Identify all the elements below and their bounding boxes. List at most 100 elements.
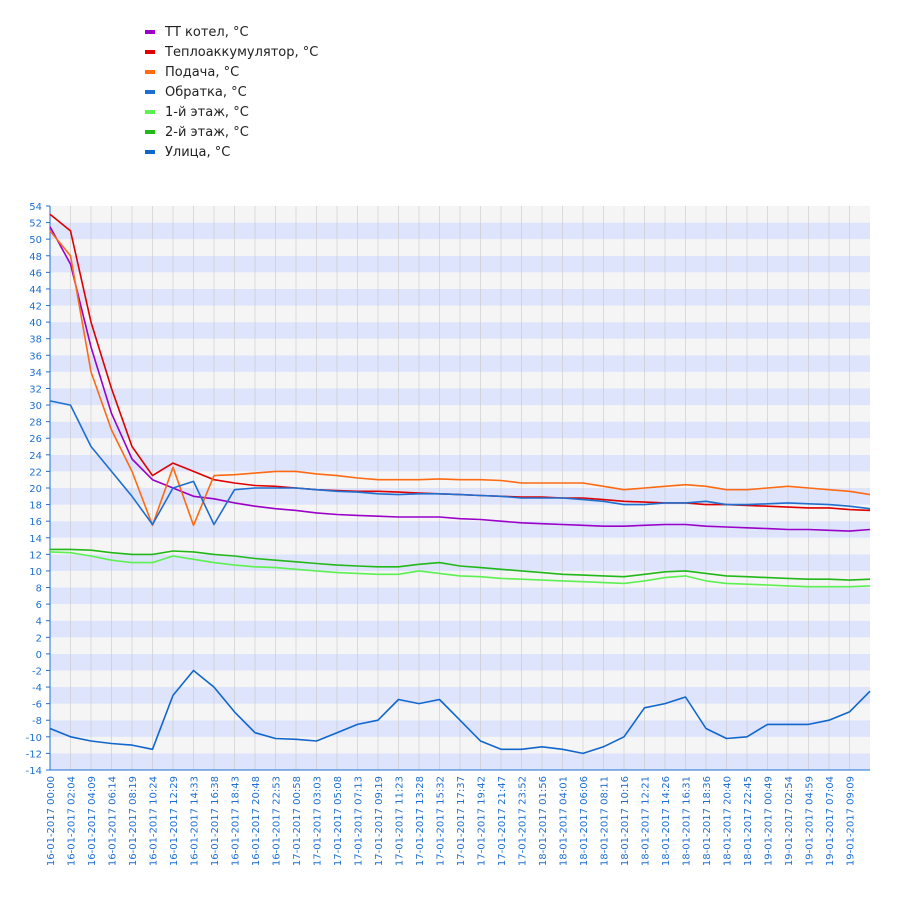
y-tick-label: -10 — [26, 733, 42, 744]
y-tick-label: 30 — [29, 401, 42, 412]
y-tick-label: 52 — [29, 219, 42, 230]
series-line-0 — [49, 226, 871, 532]
x-tick-label: 18-01-2017 06:06 — [579, 776, 590, 866]
y-tick-label: 14 — [29, 534, 42, 545]
y-tick-label: 10 — [29, 567, 42, 578]
legend-label: Обратка, °C — [165, 84, 247, 100]
x-tick-label: 16-01-2017 10:24 — [149, 776, 160, 866]
x-tick-label: 19-01-2017 00:49 — [764, 776, 775, 866]
y-tick-label: 50 — [29, 235, 42, 246]
x-tick-label: 18-01-2017 22:45 — [743, 776, 754, 866]
x-tick-label: 16-01-2017 00:00 — [46, 776, 57, 866]
x-tick-label: 16-01-2017 02:04 — [67, 776, 78, 866]
y-tick-label: 26 — [29, 434, 42, 445]
x-tick-label: 17-01-2017 09:19 — [374, 776, 385, 866]
x-tick-label: 18-01-2017 08:11 — [600, 776, 611, 866]
legend-swatch — [145, 90, 155, 94]
x-tick-label: 16-01-2017 22:53 — [272, 776, 283, 866]
y-tick-labels: -14-12-10-8-6-4-202468101214161820222426… — [26, 202, 50, 777]
x-tick-label: 17-01-2017 07:13 — [354, 776, 365, 866]
y-tick-label: 44 — [29, 285, 42, 296]
x-tick-label: 16-01-2017 04:09 — [87, 776, 98, 866]
series-lines — [49, 213, 871, 755]
x-tick-label: 17-01-2017 00:58 — [292, 776, 303, 866]
series-line-2 — [49, 230, 871, 527]
x-tick-label: 19-01-2017 04:59 — [805, 776, 816, 866]
legend-swatch — [145, 130, 155, 134]
y-tick-label: 12 — [29, 550, 42, 561]
legend-label: 1-й этаж, °C — [165, 104, 249, 120]
y-tick-label: 36 — [29, 351, 42, 362]
series-line-3 — [49, 400, 871, 526]
x-tick-label: 17-01-2017 19:42 — [477, 776, 488, 866]
x-tick-label: 16-01-2017 06:14 — [108, 776, 119, 866]
x-tick-label: 18-01-2017 04:01 — [559, 776, 570, 866]
legend-item: 2-й этаж, °C — [145, 122, 318, 142]
y-tick-label: 54 — [29, 202, 42, 213]
legend-label: Подача, °C — [165, 64, 240, 80]
x-tick-label: 17-01-2017 17:37 — [456, 776, 467, 866]
y-tick-label: 48 — [29, 252, 42, 263]
x-tick-label: 17-01-2017 23:52 — [518, 776, 529, 866]
x-tick-label: 19-01-2017 07:04 — [825, 776, 836, 866]
legend-item: Улица, °C — [145, 142, 318, 162]
y-tick-label: 18 — [29, 501, 42, 512]
x-tick-label: 17-01-2017 03:03 — [313, 776, 324, 866]
y-tick-label: 34 — [29, 368, 42, 379]
y-tick-label: 46 — [29, 268, 42, 279]
x-tick-label: 17-01-2017 05:08 — [333, 776, 344, 866]
legend-item: Теплоаккумулятор, °C — [145, 42, 318, 62]
x-tick-label: 18-01-2017 14:26 — [661, 776, 672, 866]
legend-item: Подача, °C — [145, 62, 318, 82]
y-tick-label: 22 — [29, 467, 42, 478]
x-tick-label: 19-01-2017 09:09 — [846, 776, 857, 866]
legend-label: Теплоаккумулятор, °C — [165, 44, 319, 60]
x-tick-label: 16-01-2017 12:29 — [169, 776, 180, 866]
x-tick-label: 19-01-2017 02:54 — [784, 776, 795, 866]
y-tick-label: 8 — [36, 584, 42, 595]
y-tick-label: 20 — [29, 484, 42, 495]
legend-label: Улица, °C — [165, 144, 231, 160]
x-tick-label: 17-01-2017 15:32 — [436, 776, 447, 866]
x-tick-label: 18-01-2017 20:40 — [723, 776, 734, 866]
x-tick-labels: 16-01-2017 00:00 16-01-2017 02:04 16-01-20… — [46, 776, 857, 866]
legend-item: Обратка, °C — [145, 82, 318, 102]
y-tick-label: 16 — [29, 517, 42, 528]
x-tick-label: 16-01-2017 14:33 — [190, 776, 201, 866]
x-tick-label: 16-01-2017 18:43 — [231, 776, 242, 866]
y-tick-label: 32 — [29, 384, 42, 395]
legend-label: ТТ котел, °C — [165, 24, 249, 40]
y-tick-label: -14 — [26, 766, 42, 777]
legend-swatch — [145, 50, 155, 54]
y-tick-label: 38 — [29, 335, 42, 346]
legend-item: 1-й этаж, °C — [145, 102, 318, 122]
x-tick-label: 17-01-2017 13:28 — [415, 776, 426, 866]
x-tick-label: 16-01-2017 08:19 — [128, 776, 139, 866]
y-tick-label: 24 — [29, 451, 42, 462]
legend-swatch — [145, 70, 155, 74]
y-tick-label: 28 — [29, 418, 42, 429]
y-tick-label: -8 — [32, 716, 42, 727]
y-tick-label: 40 — [29, 318, 42, 329]
legend-swatch — [145, 30, 155, 34]
vertical-gridlines — [49, 206, 850, 770]
series-line-4 — [49, 551, 871, 588]
series-line-5 — [50, 548, 871, 581]
legend-swatch — [145, 110, 155, 114]
y-tick-label: -2 — [32, 666, 42, 677]
y-tick-label: 6 — [36, 600, 42, 611]
y-tick-label: -4 — [32, 683, 42, 694]
y-tick-label: -6 — [32, 700, 42, 711]
series-line-6 — [49, 669, 871, 755]
x-tick-label: 17-01-2017 21:47 — [497, 776, 508, 866]
y-tick-label: 0 — [36, 650, 42, 661]
legend-swatch — [145, 150, 155, 154]
x-tick-label: 18-01-2017 18:36 — [702, 776, 713, 866]
legend-label: 2-й этаж, °C — [165, 124, 249, 140]
y-tick-label: 2 — [36, 633, 42, 644]
x-tick-label: 16-01-2017 20:48 — [251, 776, 262, 866]
legend-item: ТТ котел, °C — [145, 22, 318, 42]
legend: ТТ котел, °C Теплоаккумулятор, °C Подача, … — [145, 22, 318, 162]
y-tick-label: 42 — [29, 302, 42, 313]
